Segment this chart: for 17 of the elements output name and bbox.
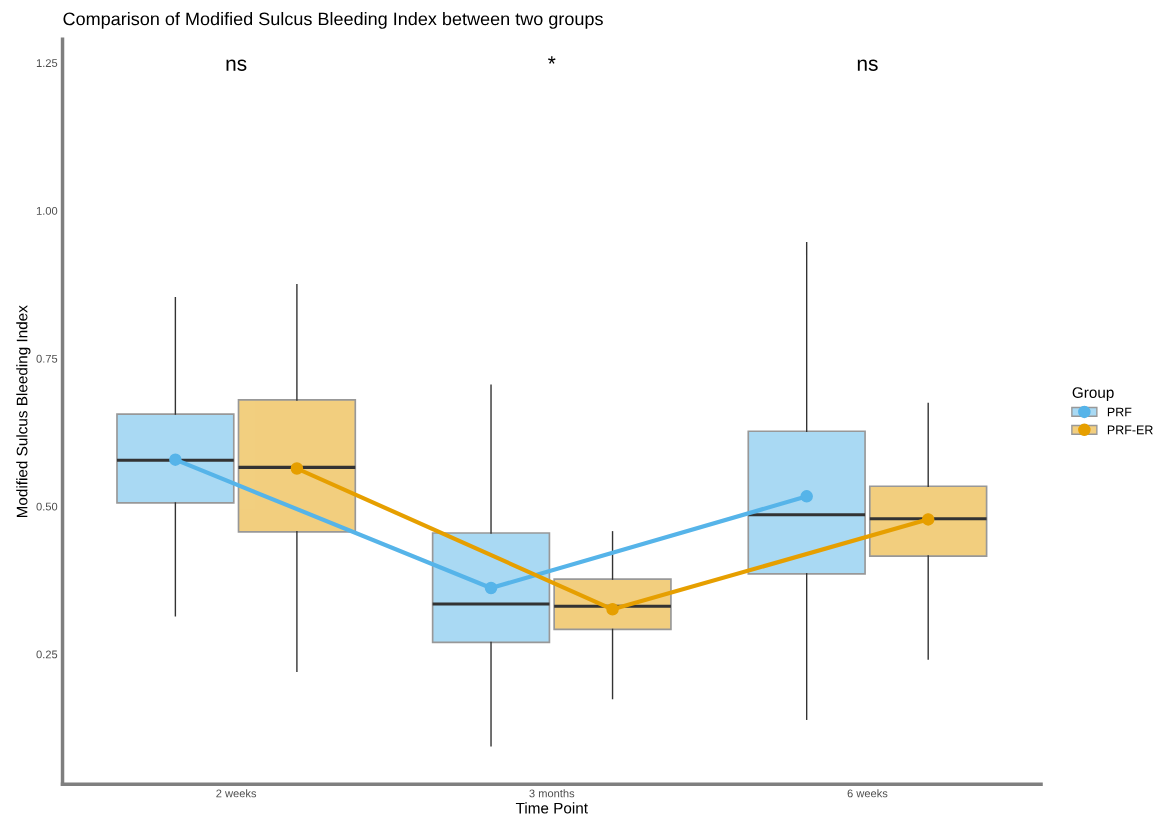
- y-tick-label: 0.25: [36, 650, 58, 659]
- chart-title: Comparison of Modified Sulcus Bleeding Index between two groups: [63, 12, 603, 29]
- y-tick-label: 1.25: [36, 59, 58, 68]
- x-tick-label: 2 weeks: [216, 789, 257, 798]
- legend-title: Group: [1072, 387, 1114, 401]
- x-tick-label: 3 months: [529, 789, 575, 798]
- legend-label: PRF: [1107, 407, 1132, 417]
- annotation: *: [548, 56, 556, 64]
- x-axis-title: Time Point: [515, 802, 588, 814]
- legend-label: PRF-ER: [1107, 425, 1153, 435]
- y-tick-label: 0.75: [36, 354, 58, 363]
- y-tick-label: 1.00: [36, 206, 58, 215]
- y-axis-title: Modified Sulcus Bleeding Index: [16, 305, 31, 518]
- annotation: ns: [857, 59, 878, 71]
- annotation: ns: [226, 59, 247, 71]
- y-tick-label: 0.50: [36, 502, 58, 511]
- x-tick-label: 6 weeks: [847, 789, 888, 798]
